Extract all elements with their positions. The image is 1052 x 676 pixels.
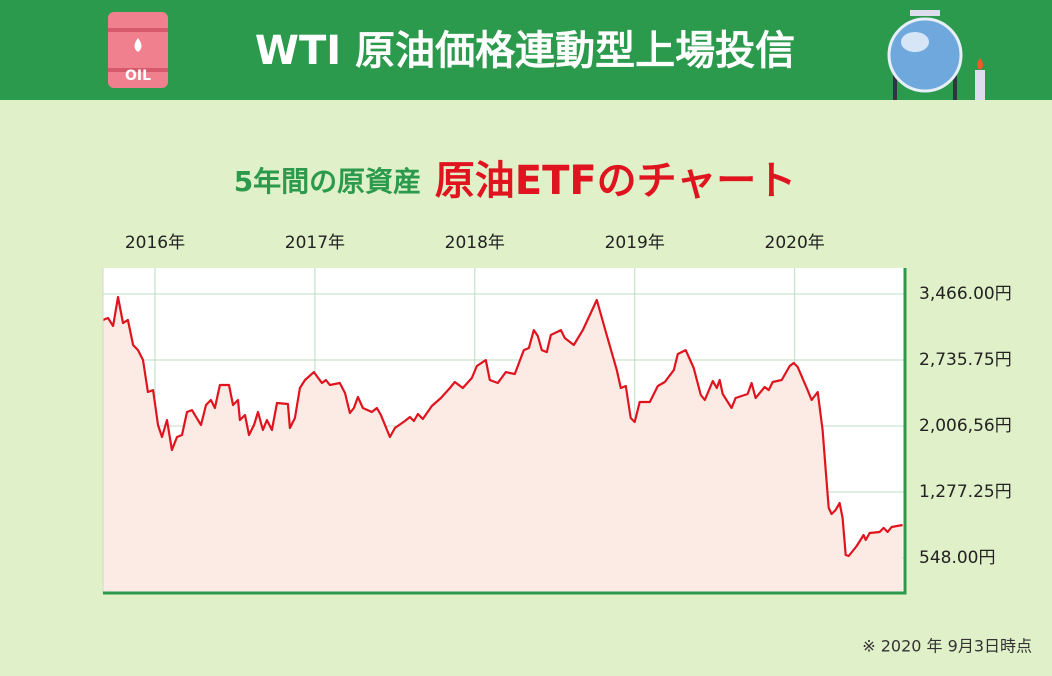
subtitle-highlight: 原油ETFのチャート xyxy=(435,158,797,204)
footnote: ※ 2020 年 9月3日時点 xyxy=(862,637,1032,656)
chart-title: WTI 原油価格連動型上場投信 xyxy=(255,28,795,74)
chart-subtitle: 5年間の原資産 原油ETFのチャート xyxy=(234,158,797,204)
x-tick-label: 2016年 xyxy=(125,233,185,253)
x-tick-label: 2017年 xyxy=(285,233,345,253)
tank-icon xyxy=(887,10,985,100)
oil-barrel-icon xyxy=(108,12,168,88)
x-tick-label: 2020年 xyxy=(765,233,825,253)
y-tick-label: 1,277.25円 xyxy=(919,482,1012,502)
x-tick-label: 2019年 xyxy=(605,233,665,253)
subtitle-text: 5年間の原資産 xyxy=(234,165,421,198)
y-tick-label: 2,006,56円 xyxy=(919,416,1012,436)
header-bar xyxy=(0,0,1052,100)
line xyxy=(102,295,903,558)
area xyxy=(103,297,903,593)
x-tick-label: 2018年 xyxy=(445,233,505,253)
y-tick-label: 2,735.75円 xyxy=(919,350,1012,370)
y-tick-label: 3,466.00円 xyxy=(919,284,1012,304)
badge-label: OIL xyxy=(125,68,151,84)
y-tick-label: 548.00円 xyxy=(919,548,995,568)
